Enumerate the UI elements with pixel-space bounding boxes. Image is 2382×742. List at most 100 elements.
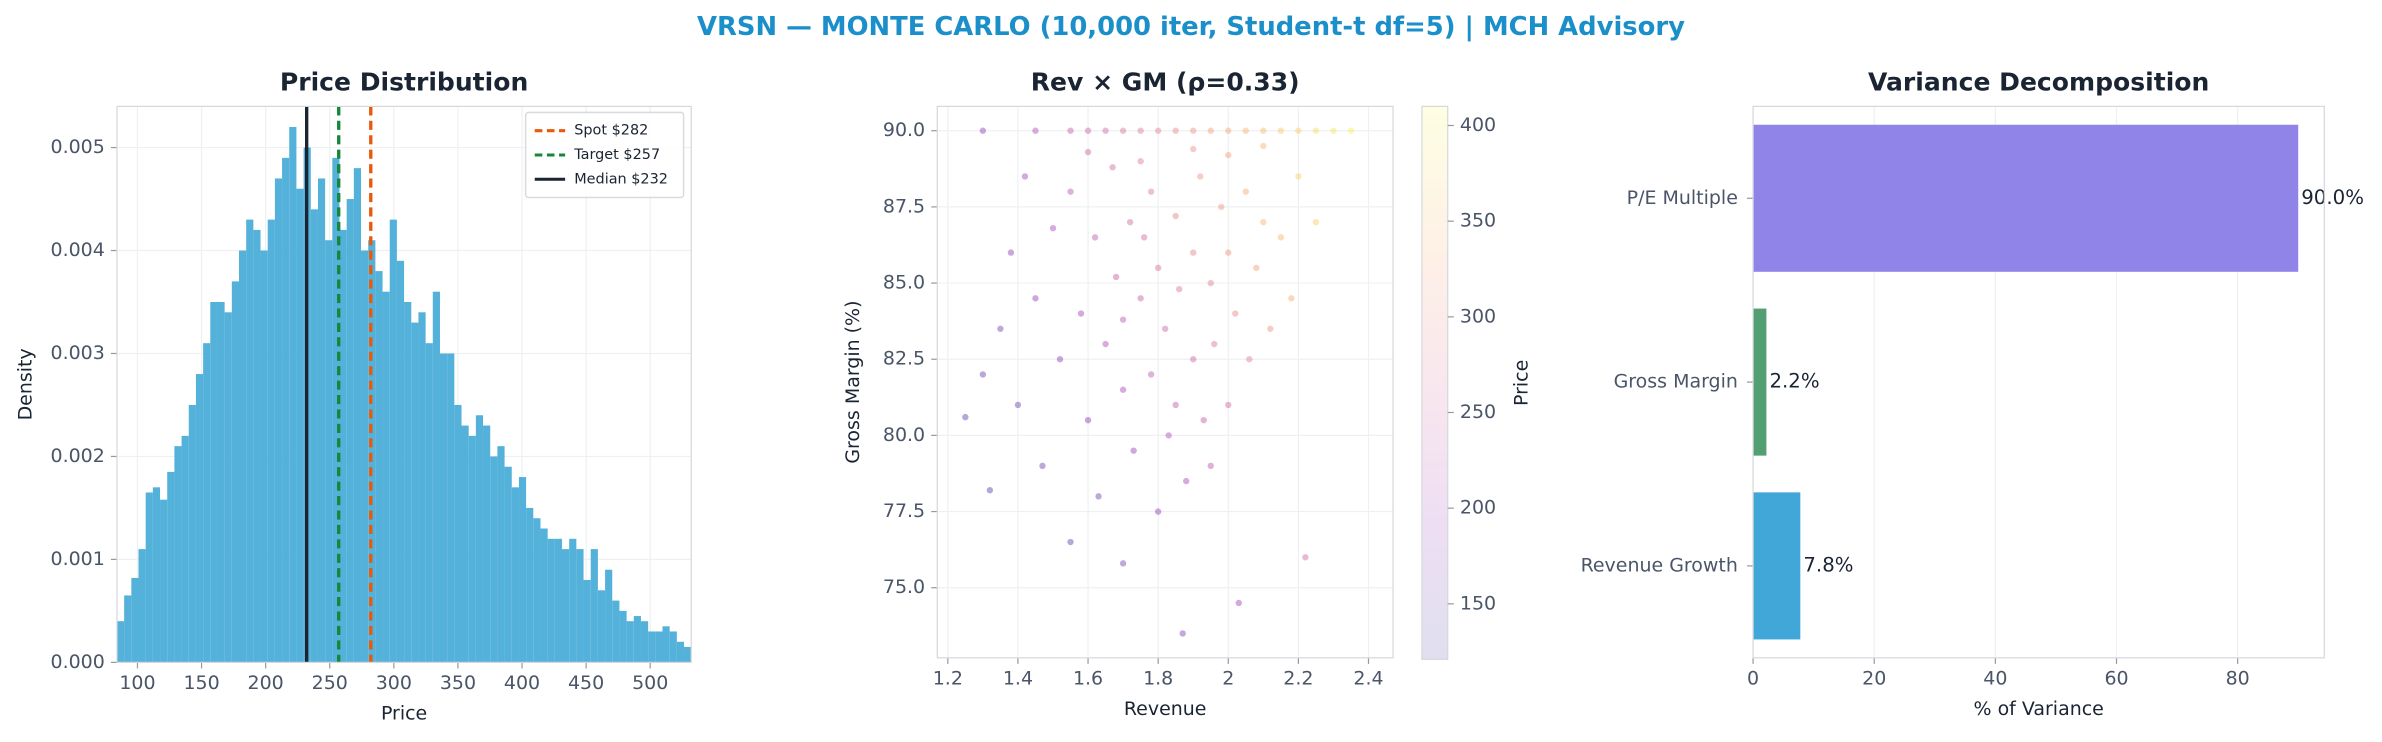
histogram-bar [224, 312, 232, 663]
scatter-point [1225, 249, 1232, 256]
colorbar-tick-label: 300 [1460, 305, 1496, 327]
scatter-point [1225, 127, 1232, 134]
histogram-bar [511, 487, 519, 663]
scatter-point [1032, 295, 1039, 302]
y-tick-label: 82.5 [883, 348, 925, 370]
x-tick-label: 1.8 [1143, 668, 1173, 690]
scatter-point [1183, 477, 1190, 485]
y-tick-label: Gross Margin [1614, 371, 1738, 393]
x-tick-label: 300 [376, 672, 412, 694]
panel-title: Variance Decomposition [1868, 68, 2209, 97]
histogram-bar [590, 549, 598, 663]
scatter-point [1154, 127, 1162, 134]
scatter-point [1112, 273, 1120, 281]
y-tick-label: 77.5 [883, 500, 925, 522]
scatter-point [1200, 416, 1207, 424]
scatter-point [1161, 325, 1169, 332]
scatter-point [1235, 599, 1242, 607]
scatter-point [1260, 142, 1267, 150]
legend-label: Median $232 [574, 171, 668, 187]
scatter-point [1246, 356, 1253, 363]
histogram-bar [246, 219, 254, 663]
histogram-bar [317, 178, 326, 663]
histogram-bar [231, 281, 239, 663]
colorbar-tick-label: 150 [1460, 592, 1496, 614]
scatter-point [1253, 264, 1260, 272]
scatter-point [1021, 173, 1029, 180]
scatter-point [979, 127, 987, 134]
histogram-bar [310, 209, 318, 663]
scatter-point [1137, 158, 1144, 165]
scatter-point [1119, 560, 1127, 567]
histogram-bar [145, 492, 153, 663]
y-tick-label: 0.000 [51, 651, 105, 673]
axes-frame [1752, 105, 2325, 659]
histogram-bar [260, 250, 268, 663]
scatter-point [1084, 148, 1092, 156]
histogram-bar [389, 219, 397, 663]
x-tick-label: 400 [504, 672, 540, 694]
histogram-bar [475, 415, 484, 663]
histogram-bar [518, 477, 527, 663]
histogram-bar [619, 610, 627, 663]
y-tick-label: P/E Multiple [1627, 187, 1738, 209]
histogram-bar [483, 425, 491, 663]
y-tick-label: 87.5 [883, 195, 925, 217]
histogram-bar [375, 271, 383, 663]
scatter-point [1347, 127, 1355, 134]
scatter-point [1211, 340, 1218, 348]
histogram-bar [669, 631, 677, 663]
scatter-point [1119, 127, 1127, 134]
histogram-bar [238, 250, 247, 663]
y-tick-label: 0.004 [51, 239, 105, 261]
panel-title: Rev × GM (ρ=0.33) [1031, 68, 1300, 97]
x-tick-label: 200 [248, 672, 284, 694]
bar [1753, 308, 1767, 456]
histogram-bar [439, 353, 448, 663]
x-tick-label: 60 [2104, 668, 2128, 690]
histogram-bar [404, 301, 412, 663]
scatter-point [1190, 145, 1197, 153]
axes-frame [116, 105, 692, 663]
histogram-bar [633, 616, 641, 663]
histogram-bar [547, 538, 555, 663]
scatter-point [1232, 310, 1239, 317]
scatter-point [1007, 249, 1015, 256]
scatter-point [1130, 447, 1137, 454]
histogram-bar [562, 549, 570, 663]
histogram-bar [325, 240, 333, 663]
histogram-bar [282, 157, 290, 663]
scatter-point [1102, 340, 1109, 348]
histogram-bar [188, 404, 196, 663]
scatter-point [1109, 164, 1116, 171]
scatter-point [1032, 127, 1039, 134]
scatter-point [1084, 416, 1092, 424]
x-tick-label: 150 [183, 672, 219, 694]
legend-box [524, 111, 685, 199]
histogram-bar [597, 590, 606, 663]
bar-value-label: 7.8% [1803, 553, 1853, 576]
histogram-bar [655, 631, 663, 663]
x-axis-label: Revenue [1124, 698, 1207, 720]
scatter-point [1140, 234, 1148, 241]
scatter-point [1091, 234, 1099, 241]
histogram-bar [533, 518, 541, 663]
x-tick-label: 40 [1983, 668, 2007, 690]
bar-value-label: 90.0% [2301, 186, 2364, 209]
scatter-point [1119, 386, 1127, 393]
scatter-point [1056, 356, 1064, 363]
colorbar-label: Price [1511, 360, 1533, 406]
plot-area [937, 106, 1394, 658]
legend-label: Spot $282 [574, 123, 648, 139]
histogram-bar [152, 487, 161, 663]
scatter-point [1190, 356, 1197, 363]
scatter-point [1197, 173, 1204, 180]
x-axis-label: % of Variance [1974, 698, 2104, 720]
histogram-bar [253, 229, 261, 663]
histogram-bar [454, 404, 462, 663]
scatter-point [1067, 188, 1074, 195]
histogram-bar [684, 646, 692, 663]
y-axis-label: Density [14, 348, 36, 420]
scatter-point [1067, 127, 1074, 134]
